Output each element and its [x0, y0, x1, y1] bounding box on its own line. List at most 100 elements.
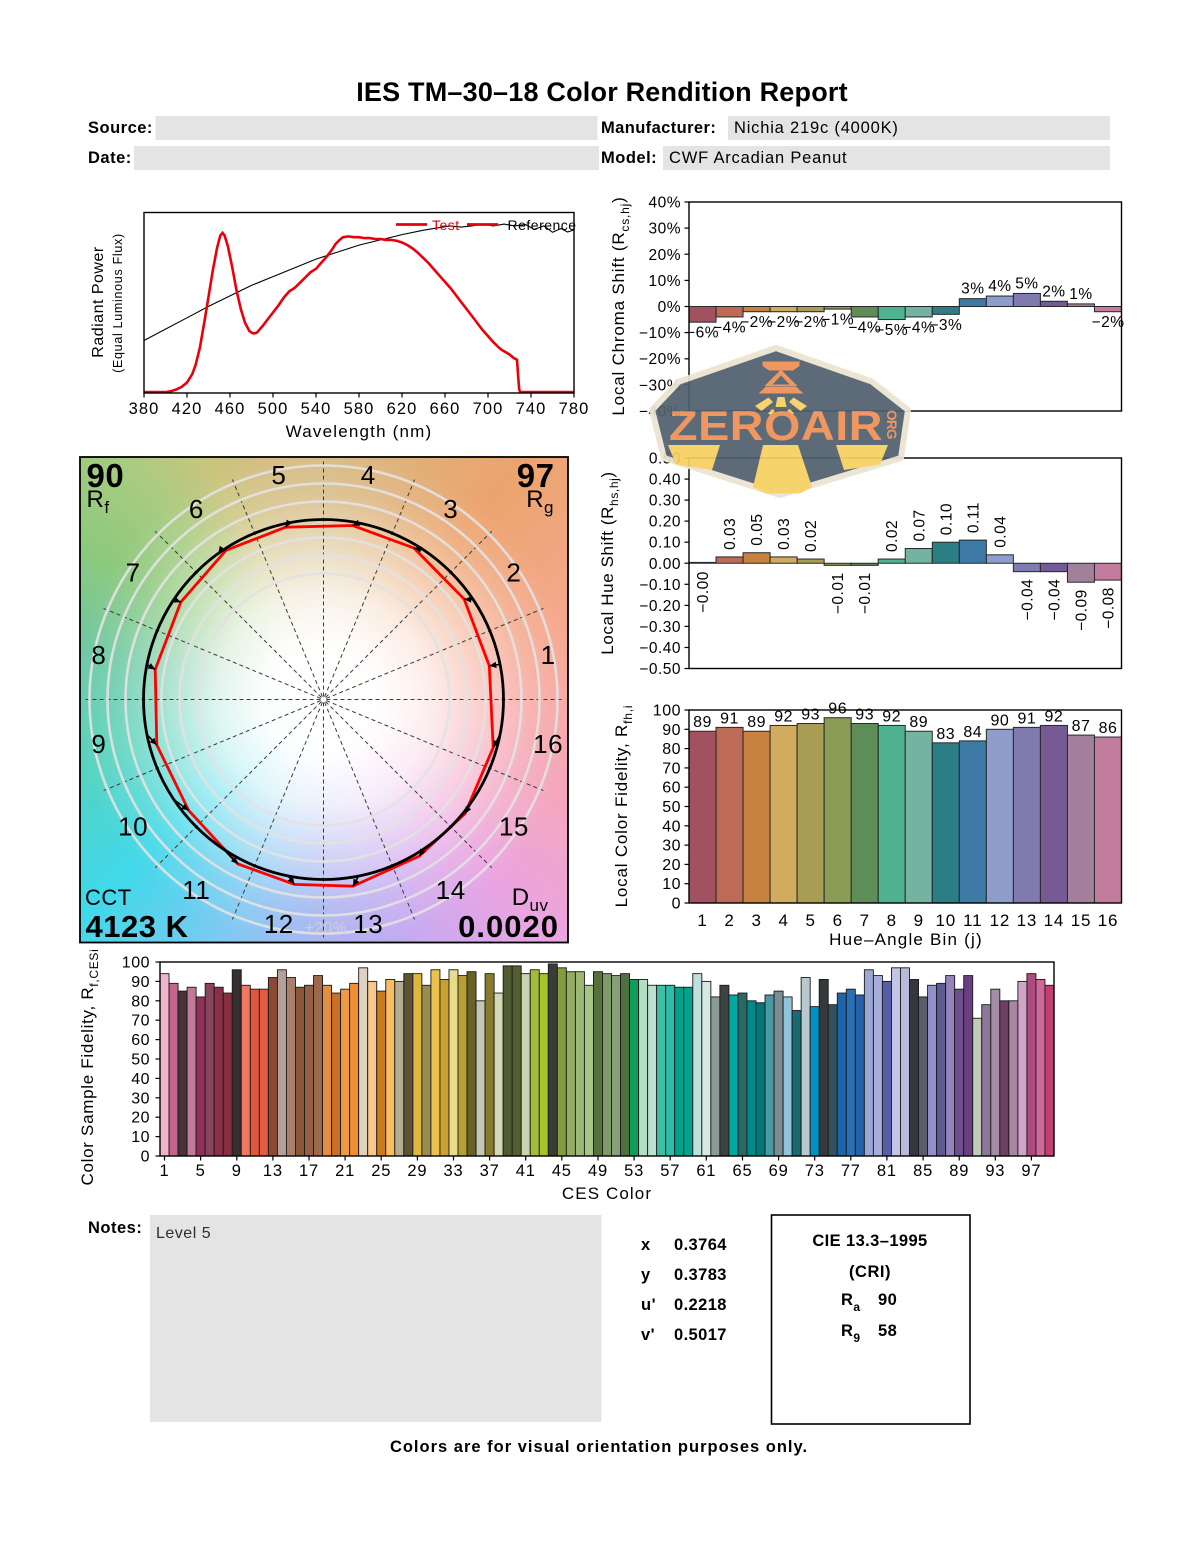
svg-text:380: 380	[129, 400, 160, 418]
svg-text:93: 93	[855, 707, 874, 724]
svg-text:−2%: −2%	[767, 314, 800, 331]
svg-text:0: 0	[141, 1149, 150, 1166]
svg-text:30%: 30%	[648, 221, 681, 238]
svg-text:CCT: CCT	[85, 885, 132, 910]
svg-text:0.5017: 0.5017	[674, 1326, 727, 1344]
svg-text:50: 50	[131, 1052, 150, 1069]
svg-text:−3%: −3%	[929, 317, 962, 334]
svg-text:97: 97	[517, 457, 555, 494]
svg-text:37: 37	[480, 1162, 500, 1180]
svg-text:420: 420	[172, 400, 203, 418]
svg-text:−10%: −10%	[639, 325, 681, 342]
svg-text:(CRI): (CRI)	[849, 1263, 891, 1281]
svg-text:0.05: 0.05	[749, 514, 766, 546]
svg-text:80: 80	[131, 993, 150, 1010]
svg-text:Local Color Fidelity, Rfh,i: Local Color Fidelity, Rfh,i	[612, 705, 635, 908]
svg-text:45: 45	[552, 1162, 572, 1180]
svg-text:−0.04: −0.04	[1019, 579, 1036, 621]
svg-text:92: 92	[882, 708, 901, 725]
svg-text:−1%: −1%	[821, 312, 854, 329]
svg-text:−5%: −5%	[875, 322, 908, 339]
svg-text:10: 10	[936, 911, 957, 930]
svg-text:660: 660	[430, 400, 461, 418]
svg-text:6: 6	[833, 911, 843, 930]
svg-text:−0.01: −0.01	[857, 572, 874, 614]
svg-text:5: 5	[805, 911, 815, 930]
svg-text:−0.01: −0.01	[830, 572, 847, 614]
svg-text:5: 5	[196, 1162, 206, 1180]
svg-text:Reference: Reference	[508, 217, 577, 233]
svg-text:8: 8	[887, 911, 897, 930]
svg-text:−0.30: −0.30	[639, 619, 681, 636]
svg-text:9: 9	[232, 1162, 242, 1180]
svg-text:4: 4	[778, 911, 788, 930]
svg-text:15: 15	[499, 812, 529, 842]
svg-text:100: 100	[653, 703, 681, 720]
svg-text:50: 50	[662, 799, 681, 816]
svg-text:91: 91	[720, 710, 739, 727]
svg-text:92: 92	[1045, 708, 1064, 725]
svg-text:25: 25	[371, 1162, 391, 1180]
svg-text:100: 100	[122, 955, 150, 972]
svg-text:CIE 13.3–1995: CIE 13.3–1995	[812, 1232, 927, 1250]
svg-text:+20%: +20%	[305, 920, 347, 937]
svg-text:Radiant Power: Radiant Power	[90, 246, 107, 358]
svg-text:15: 15	[1071, 911, 1092, 930]
svg-text:58: 58	[878, 1322, 897, 1340]
svg-text:5%: 5%	[1015, 275, 1038, 292]
svg-text:1: 1	[160, 1162, 170, 1180]
svg-text:13: 13	[263, 1162, 283, 1180]
svg-text:14: 14	[1044, 911, 1065, 930]
svg-text:0.04: 0.04	[992, 516, 1009, 548]
svg-text:0.2218: 0.2218	[674, 1296, 727, 1314]
svg-text:Date:: Date:	[88, 149, 132, 167]
svg-text:81: 81	[877, 1162, 897, 1180]
svg-text:61: 61	[696, 1162, 716, 1180]
svg-text:620: 620	[387, 400, 418, 418]
svg-text:Colors are for visual orientat: Colors are for visual orientation purpos…	[390, 1438, 808, 1456]
svg-text:16: 16	[1098, 911, 1119, 930]
svg-text:13: 13	[353, 909, 383, 939]
svg-text:ORG: ORG	[884, 410, 899, 440]
svg-text:16: 16	[533, 729, 563, 759]
svg-text:57: 57	[660, 1162, 680, 1180]
svg-text:0.00: 0.00	[649, 556, 681, 573]
svg-text:12: 12	[990, 911, 1011, 930]
svg-text:53: 53	[624, 1162, 644, 1180]
svg-text:4%: 4%	[988, 278, 1011, 295]
svg-text:−0.50: −0.50	[639, 661, 681, 678]
svg-text:540: 540	[301, 400, 332, 418]
svg-text:0.11: 0.11	[965, 502, 982, 533]
svg-text:70: 70	[131, 1013, 150, 1030]
svg-text:40%: 40%	[648, 195, 681, 212]
svg-text:89: 89	[747, 714, 766, 731]
svg-text:49: 49	[588, 1162, 608, 1180]
svg-text:12: 12	[264, 909, 294, 939]
svg-text:0.02: 0.02	[884, 520, 901, 552]
svg-text:10%: 10%	[648, 273, 681, 290]
svg-text:3: 3	[751, 911, 761, 930]
svg-text:−0.09: −0.09	[1074, 589, 1091, 631]
svg-text:Rf: Rf	[87, 486, 110, 517]
svg-text:IES TM–30–18 Color Rendition R: IES TM–30–18 Color Rendition Report	[356, 77, 848, 107]
svg-text:(Equal Luminous Flux): (Equal Luminous Flux)	[111, 233, 125, 373]
svg-text:90: 90	[662, 722, 681, 739]
svg-text:89: 89	[909, 714, 928, 731]
svg-text:−0.08: −0.08	[1101, 587, 1118, 629]
svg-text:Source:: Source:	[88, 119, 153, 137]
svg-text:92: 92	[774, 708, 793, 725]
svg-text:580: 580	[344, 400, 375, 418]
svg-text:86: 86	[1099, 720, 1118, 737]
svg-text:7: 7	[126, 557, 141, 587]
svg-text:−0.04: −0.04	[1046, 579, 1063, 621]
svg-text:−0.40: −0.40	[639, 640, 681, 657]
svg-text:0.3783: 0.3783	[674, 1266, 727, 1284]
svg-text:21: 21	[335, 1162, 355, 1180]
svg-text:0.0020: 0.0020	[458, 909, 559, 944]
svg-text:−20%: −20%	[639, 351, 681, 368]
svg-text:−2%: −2%	[1092, 314, 1125, 331]
svg-text:3: 3	[443, 494, 458, 524]
svg-text:0: 0	[672, 896, 681, 913]
svg-text:40: 40	[131, 1071, 150, 1088]
svg-text:1: 1	[541, 640, 556, 670]
